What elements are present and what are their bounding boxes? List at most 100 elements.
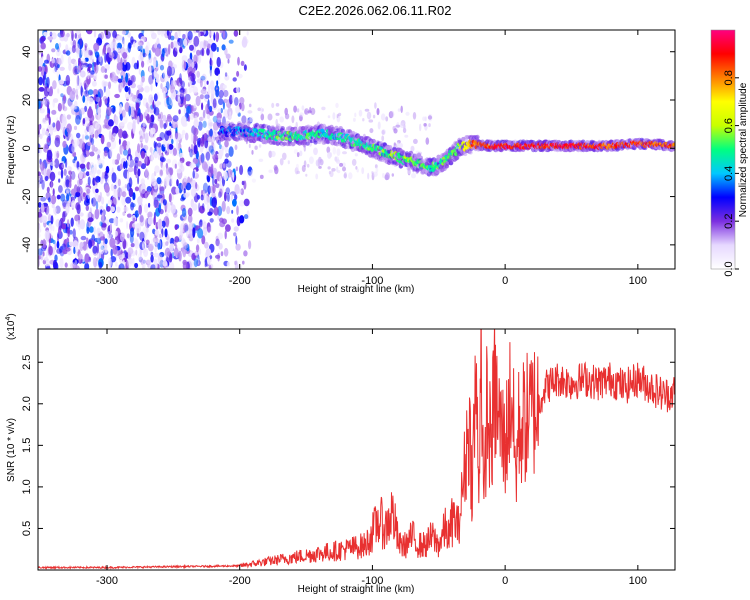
noise-speck [60, 30, 65, 38]
noise-speck [61, 243, 67, 251]
noise-speck [104, 248, 108, 253]
noise-speck [224, 72, 228, 77]
noise-speck [183, 192, 190, 198]
noise-speck [84, 45, 87, 52]
noise-speck [195, 54, 199, 63]
noise-speck [137, 160, 142, 167]
noise-speck [147, 216, 153, 225]
noise-speck [217, 252, 221, 262]
noise-speck [46, 168, 50, 174]
noise-speck [203, 92, 209, 103]
snr-frame [37, 328, 676, 571]
noise-speck [226, 192, 230, 202]
noise-speck [125, 260, 129, 269]
noise-speck [173, 64, 177, 69]
noise-speck [182, 88, 186, 94]
scatter-speck [376, 108, 380, 116]
noise-speck [111, 107, 116, 113]
snr-exponent-base: (x10 [6, 320, 17, 340]
noise-speck [66, 32, 70, 38]
scatter-speck [313, 147, 318, 156]
noise-speck [112, 245, 118, 255]
noise-speck [157, 142, 162, 148]
noise-speck [97, 107, 102, 116]
noise-speck [64, 262, 68, 268]
noise-speck [182, 33, 186, 40]
noise-speck [212, 115, 218, 123]
noise-speck [82, 149, 86, 156]
noise-speck [48, 133, 51, 141]
scatter-speck [329, 152, 333, 157]
noise-speck [127, 247, 134, 255]
noise-speck [216, 80, 219, 86]
noise-speck [159, 251, 165, 258]
scatter-speck [362, 118, 365, 122]
noise-speck [121, 75, 124, 81]
noise-speck [92, 184, 96, 194]
scatter-speck [371, 172, 375, 181]
noise-speck [222, 84, 227, 89]
noise-speck [77, 194, 82, 204]
noise-speck [86, 30, 93, 35]
noise-speck [123, 149, 128, 156]
noise-speck [53, 206, 57, 215]
noise-speck [213, 206, 219, 216]
noise-speck [132, 120, 136, 132]
track-core [672, 142, 675, 147]
noise-speck [38, 202, 42, 208]
noise-speck [102, 124, 107, 129]
scatter-speck [274, 166, 279, 175]
noise-speck [234, 144, 238, 151]
noise-speck [213, 121, 219, 131]
noise-speck [84, 253, 90, 264]
noise-speck [172, 115, 179, 122]
noise-speck [58, 79, 65, 85]
noise-speck [159, 186, 165, 192]
noise-speck [38, 100, 42, 108]
noise-speck [140, 178, 145, 186]
noise-speck [118, 138, 121, 145]
noise-speck [173, 213, 178, 218]
noise-speck [237, 189, 242, 194]
noise-speck [109, 147, 113, 158]
scatter-speck [361, 167, 365, 175]
scatter-speck [342, 166, 346, 172]
noise-speck [185, 30, 188, 38]
noise-speck [38, 87, 45, 92]
scatter-speck [319, 159, 324, 166]
noise-speck [54, 158, 60, 169]
spectrogram-xtick-label: -200 [229, 275, 251, 287]
noise-speck [76, 132, 81, 139]
track-halo [461, 136, 466, 142]
noise-speck [153, 216, 156, 226]
noise-speck [148, 94, 154, 104]
noise-speck [224, 74, 230, 81]
noise-speck [193, 119, 199, 128]
noise-speck [192, 170, 195, 179]
noise-speck [115, 115, 119, 126]
noise-speck [205, 151, 211, 161]
noise-speck [213, 153, 219, 164]
noise-speck [165, 165, 169, 175]
noise-speck [70, 188, 77, 196]
noise-speck [202, 226, 208, 236]
noise-speck [223, 247, 229, 257]
noise-speck [58, 162, 64, 170]
noise-speck [216, 46, 219, 53]
noise-speck [237, 56, 240, 66]
noise-speck [122, 130, 128, 139]
noise-speck [66, 237, 70, 245]
noise-speck [174, 163, 177, 169]
noise-speck [151, 69, 155, 80]
noise-speck [172, 40, 178, 48]
noise-speck [114, 230, 118, 237]
noise-speck [168, 261, 175, 269]
noise-speck [169, 122, 172, 127]
noise-speck [160, 83, 163, 90]
noise-speck [239, 97, 245, 105]
noise-speck [181, 55, 188, 62]
noise-speck [90, 70, 95, 75]
noise-speck [87, 220, 91, 229]
noise-speck [70, 30, 74, 35]
noise-speck [125, 252, 129, 259]
